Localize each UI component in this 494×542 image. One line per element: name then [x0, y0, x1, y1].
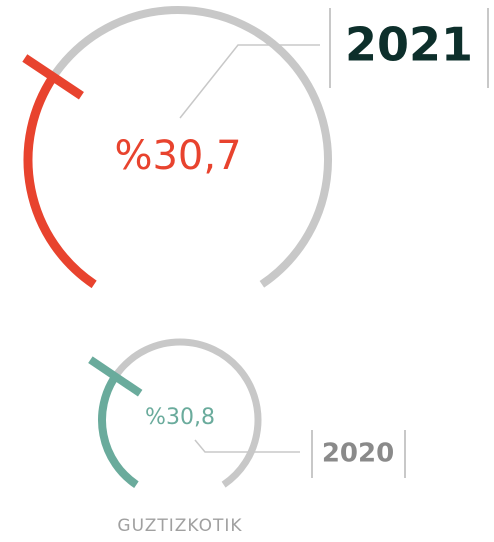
year-label: 2021: [345, 18, 473, 72]
leader-line: [179, 44, 320, 119]
gauge-value-arc: [98, 374, 139, 488]
gauge-value-arc: [23, 74, 97, 289]
gauge-value-label: %30,8: [145, 405, 215, 430]
gauge-value-label: %30,7: [114, 133, 241, 179]
leader-line: [194, 439, 300, 453]
year-label: 2020: [322, 439, 394, 469]
gauge-needle: [88, 356, 143, 397]
gauge-needle: [22, 54, 84, 100]
footer: GUZTIZKOTIK: [117, 516, 242, 536]
